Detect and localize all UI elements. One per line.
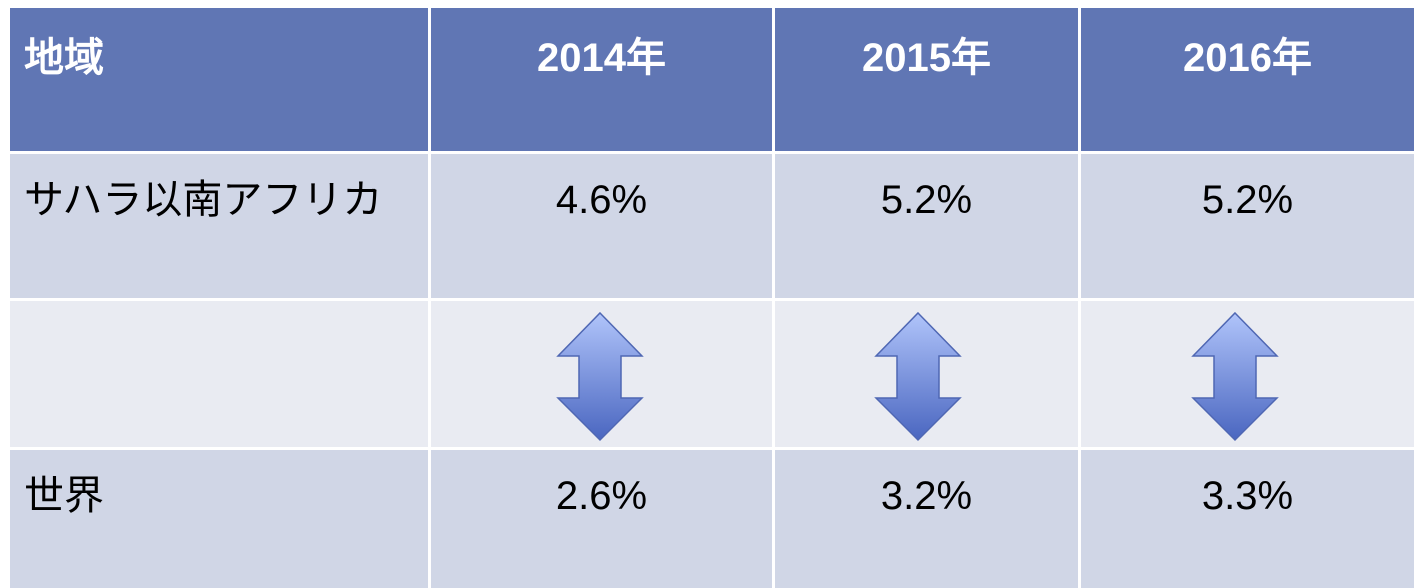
header-cell: 2016年: [1081, 8, 1414, 151]
table-cell: 4.6%: [431, 154, 772, 298]
table-cell: 2.6%: [431, 450, 772, 588]
table-cell: 5.2%: [1081, 154, 1414, 298]
table-cell: 5.2%: [775, 154, 1078, 298]
table-cell: 3.3%: [1081, 450, 1414, 588]
spacer-cell: [10, 301, 428, 447]
header-cell: 地域: [10, 8, 428, 151]
double-arrow: [874, 311, 962, 442]
table-cell: 世界: [10, 450, 428, 588]
table-cell: サハラ以南アフリカ: [10, 154, 428, 298]
double-arrow: [1191, 311, 1279, 442]
double-arrow: [556, 311, 644, 442]
table-cell: 3.2%: [775, 450, 1078, 588]
header-cell: 2015年: [775, 8, 1078, 151]
header-cell: 2014年: [431, 8, 772, 151]
